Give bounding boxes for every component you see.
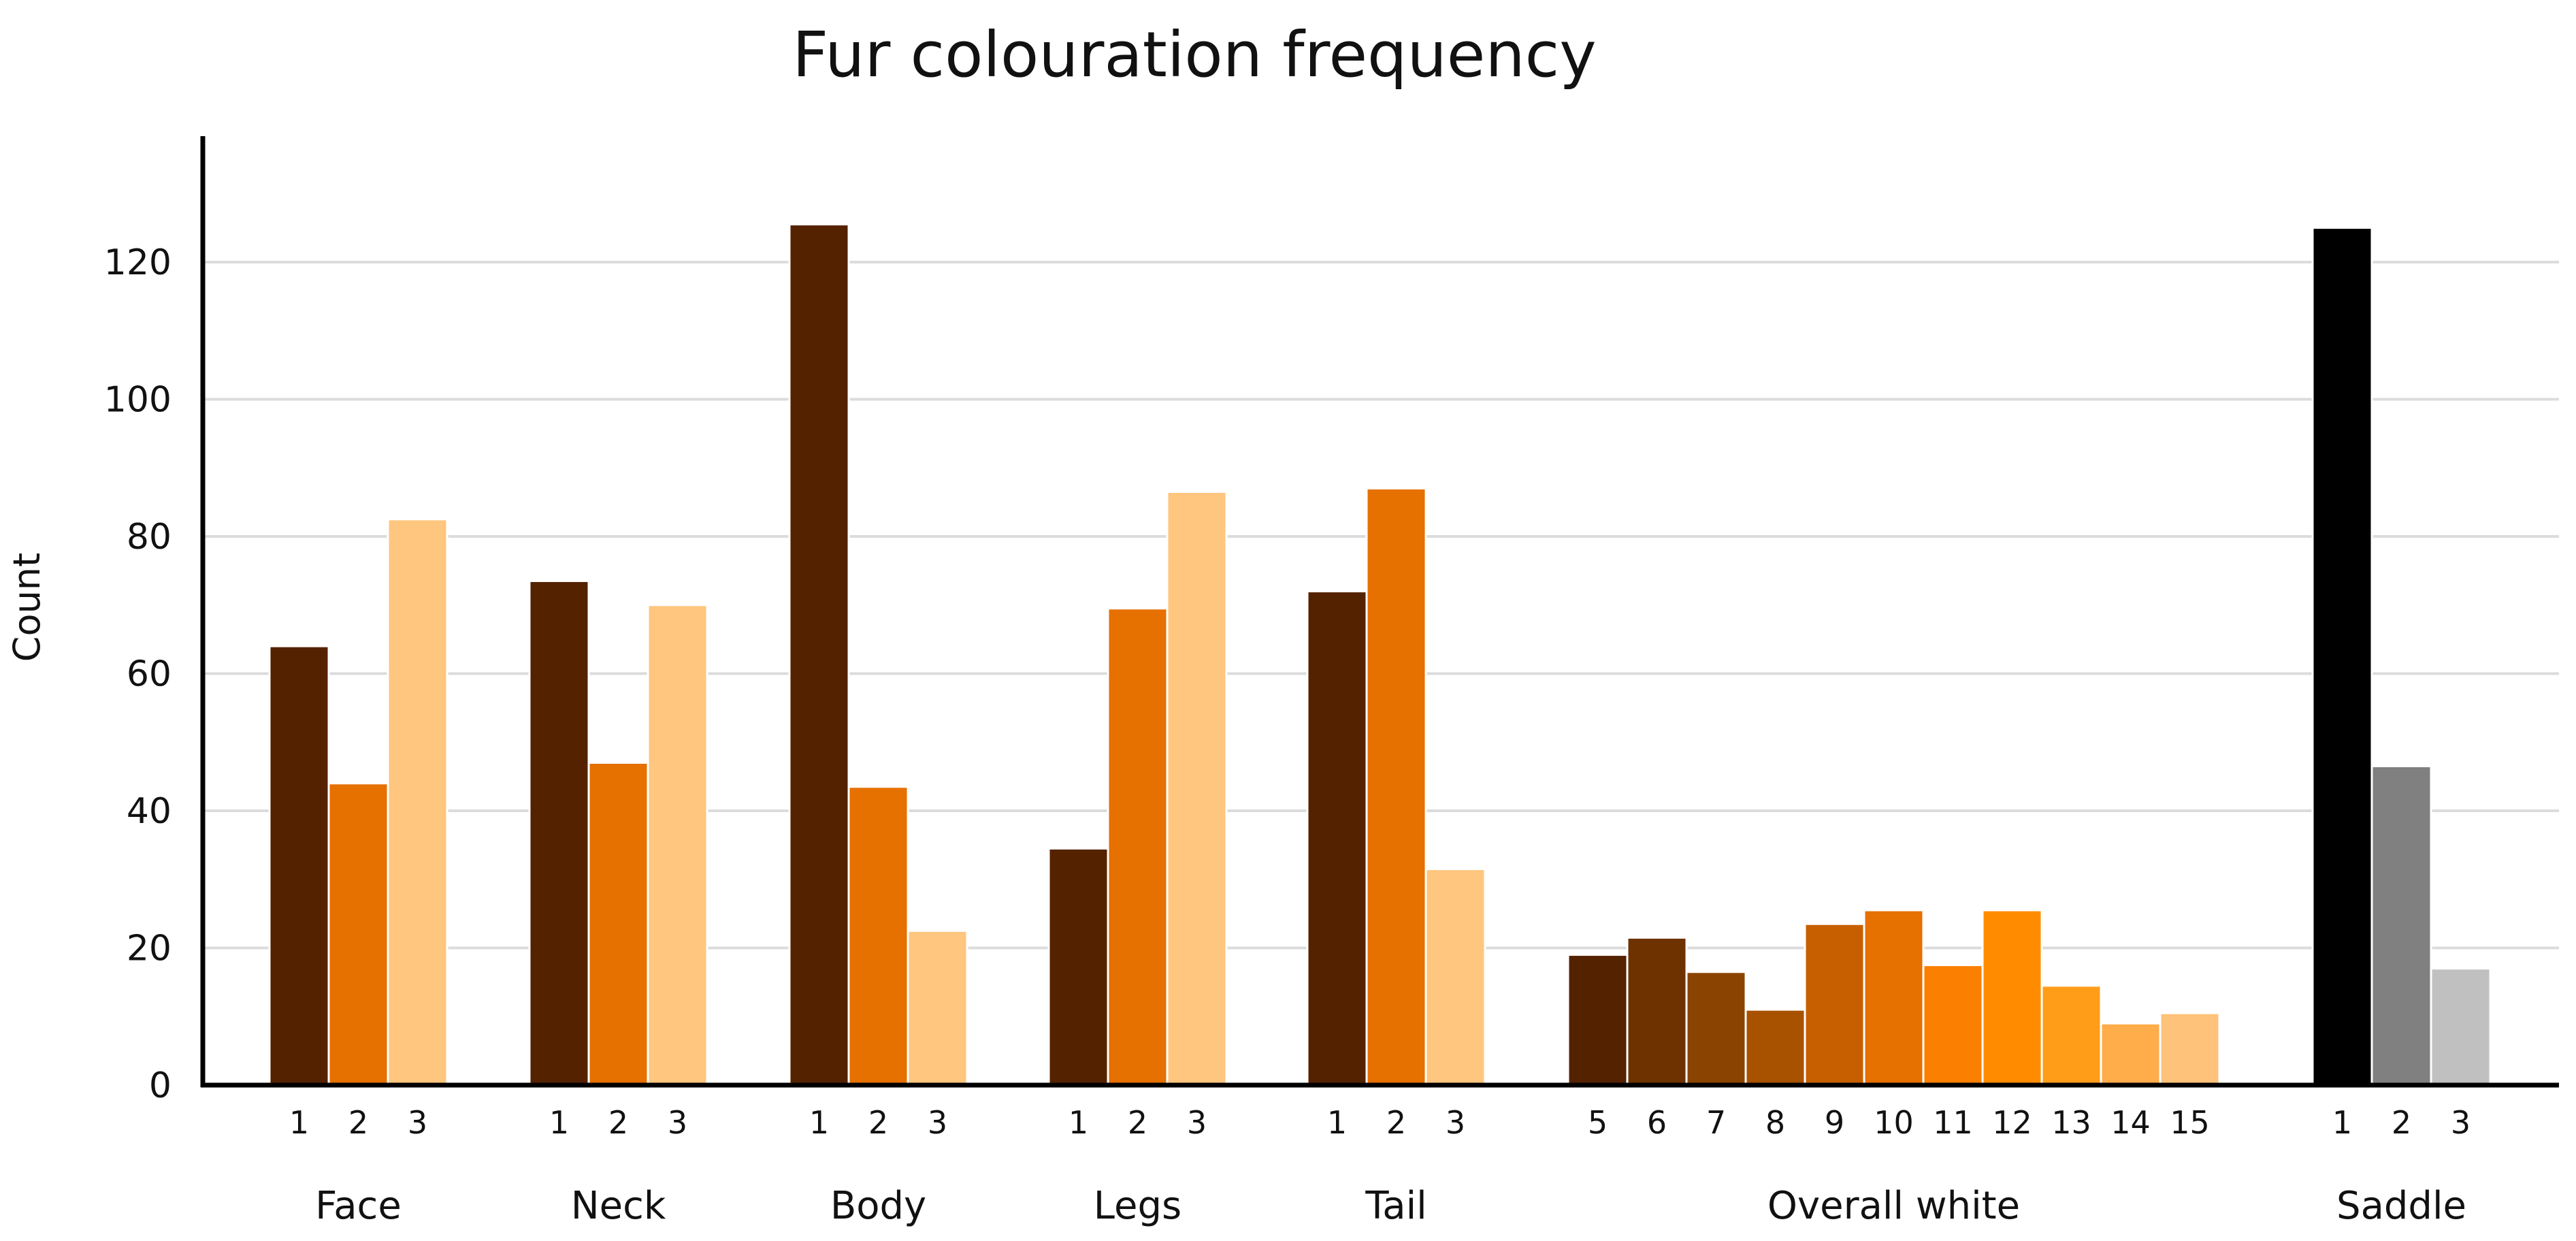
x-tick-label: 3 [408,1104,427,1141]
bar [1567,954,1629,1086]
x-tick-label: 9 [1825,1104,1844,1141]
group-labels: Face Neck Body Legs Tail Overall white Saddle [315,1184,2466,1228]
bar [587,761,649,1086]
group-label: Face [315,1184,402,1228]
x-tick-label: 3 [1187,1104,1207,1141]
x-tick-label: 2 [2392,1104,2411,1141]
x-tick-label: 3 [1446,1104,1465,1141]
x-tick-label: 2 [1128,1104,1147,1141]
y-tick-label: 60 [127,654,172,695]
bar [387,518,449,1086]
bar [1047,847,1109,1086]
x-tick-label: 1 [809,1104,829,1141]
bar [1365,487,1427,1086]
y-tick-label: 80 [127,517,172,558]
x-tick-label: 10 [1874,1104,1914,1141]
bar [528,579,590,1086]
y-axis-ticks: 0 20 40 60 80 100 120 [104,242,172,1106]
group-label: Neck [571,1184,666,1228]
group-label: Tail [1365,1184,1426,1228]
x-tick-label: 2 [348,1104,368,1141]
group-label: Legs [1094,1184,1181,1228]
x-tick-label: 13 [2051,1104,2091,1141]
x-tick-label: 1 [2332,1104,2352,1141]
bar [1424,868,1486,1086]
bar [1981,909,2043,1086]
bar [847,786,909,1086]
group-label: Body [830,1184,926,1228]
bar [327,782,389,1086]
bar [1685,971,1747,1086]
bar [2040,984,2102,1086]
y-tick-label: 20 [127,929,172,969]
x-tick-label: 3 [2451,1104,2471,1141]
axes [200,136,2559,1088]
chart-title: Fur colouration frequency [792,18,1596,91]
bar [1626,936,1688,1086]
bar [647,604,708,1086]
bar [1166,491,1228,1086]
y-axis-label: Count [5,553,48,662]
x-tick-label: 3 [928,1104,947,1141]
y-tick-label: 120 [104,242,172,283]
group-label: Saddle [2336,1184,2466,1228]
x-tick-label: 2 [608,1104,628,1141]
bar [1922,964,1984,1086]
x-tick-label: 2 [1386,1104,1406,1141]
bar [1306,590,1368,1086]
bar [2311,227,2373,1086]
bar [1744,1008,1806,1086]
x-tick-label: 1 [1069,1104,1088,1141]
x-tick-label: 1 [1327,1104,1347,1141]
bars [268,223,2492,1086]
bar [2430,967,2492,1086]
x-axis-ticks: 1 2 3 1 2 3 1 2 3 1 2 3 1 2 3 5 6 7 8 9 10 11 12 13 14 15 1 2 3 [289,1104,2471,1141]
bar [2100,1022,2162,1086]
x-tick-label: 6 [1647,1104,1667,1141]
x-tick-label: 3 [668,1104,687,1141]
bar [268,645,330,1086]
bar [1107,607,1169,1086]
bar [2159,1012,2221,1086]
bar [907,929,968,1086]
y-tick-label: 0 [149,1065,172,1106]
x-tick-label: 7 [1706,1104,1726,1141]
x-tick-label: 11 [1933,1104,1973,1141]
bar [788,223,850,1086]
x-tick-label: 15 [2170,1104,2210,1141]
x-tick-label: 2 [868,1104,888,1141]
bar [2370,765,2432,1086]
x-tick-label: 5 [1588,1104,1608,1141]
x-tick-label: 1 [549,1104,569,1141]
y-tick-label: 100 [104,380,172,421]
x-tick-label: 12 [1992,1104,2032,1141]
group-label: Overall white [1767,1184,2020,1228]
bar [1804,922,1865,1086]
bar [1863,909,1925,1086]
x-tick-label: 1 [289,1104,309,1141]
x-tick-label: 14 [2110,1104,2151,1141]
x-tick-label: 8 [1765,1104,1785,1141]
y-tick-label: 40 [127,791,172,832]
